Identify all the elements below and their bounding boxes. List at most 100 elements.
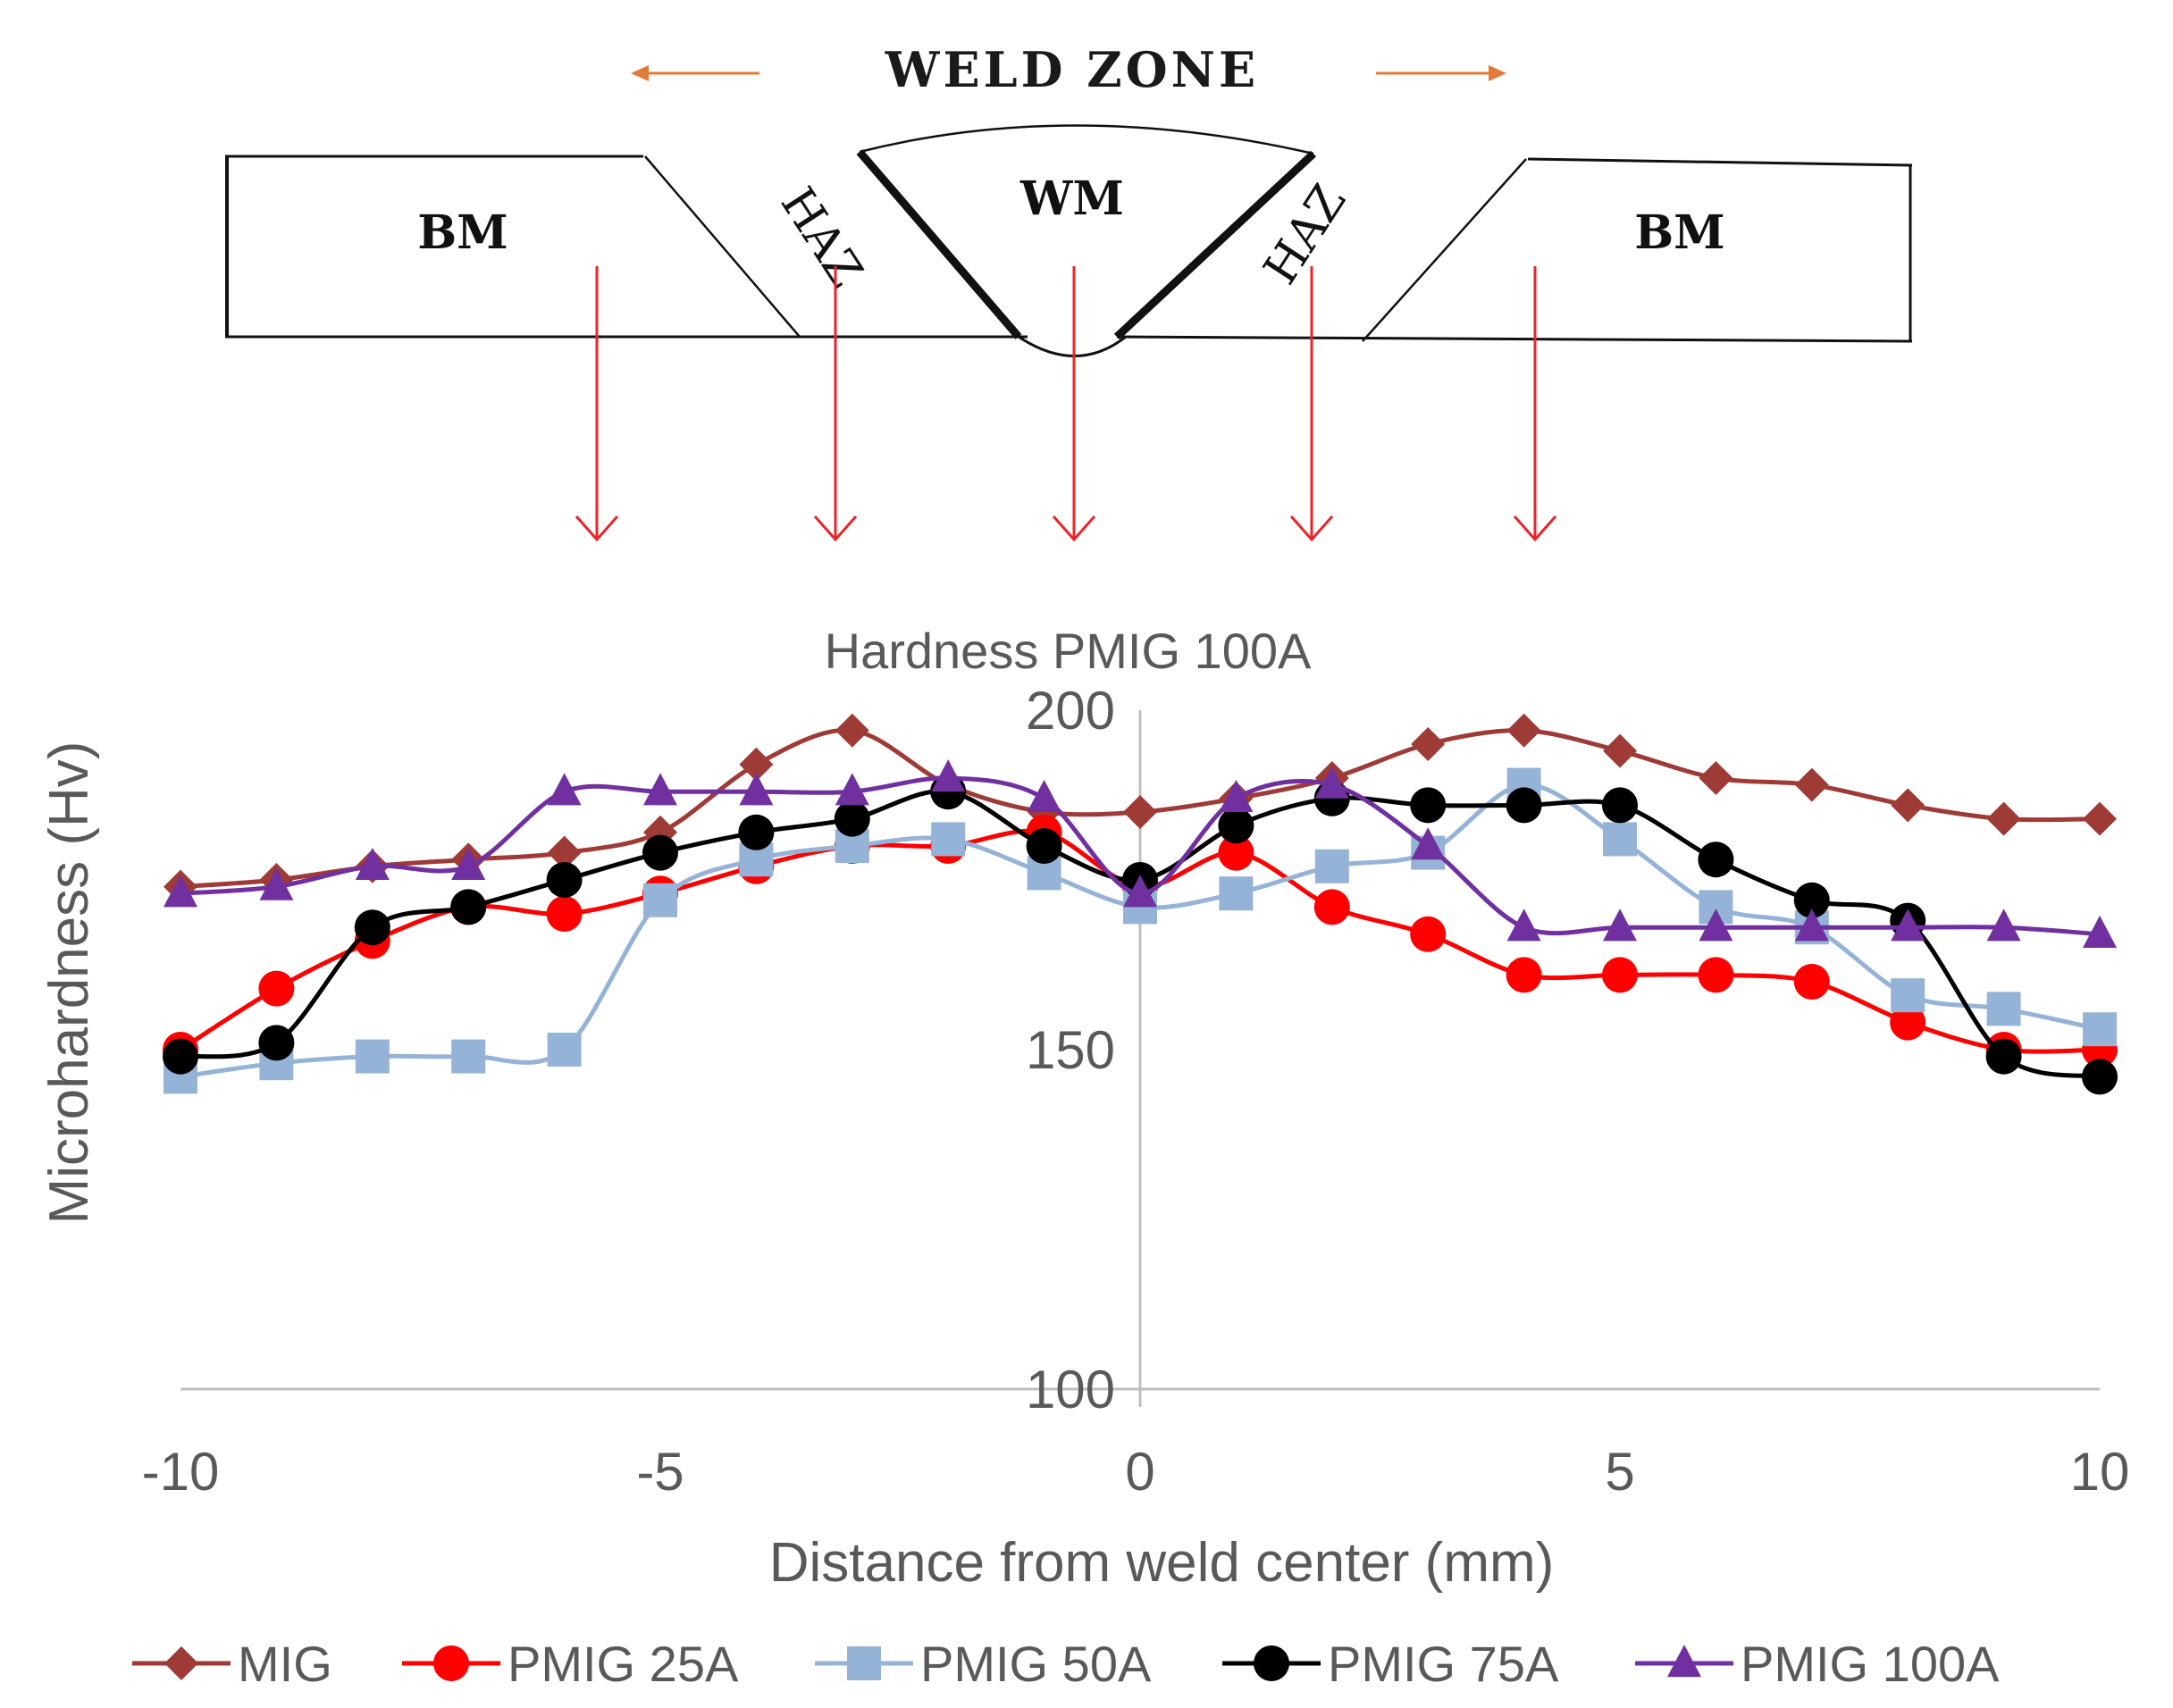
data-point: [258, 1025, 295, 1061]
data-point: [1506, 908, 1541, 942]
series-lines: [163, 713, 2118, 1095]
haz-left-label: HAZ: [770, 178, 873, 297]
data-point: [546, 862, 583, 898]
data-point: [1219, 779, 1254, 812]
legend-item: MIG: [132, 1636, 332, 1692]
data-point: [835, 713, 869, 748]
tick-labels: -10 -5 0 5 10 100 150 200: [142, 681, 2130, 1502]
data-point: [163, 1038, 198, 1075]
data-point: [258, 970, 295, 1007]
measurement-arrows: [575, 266, 1557, 542]
data-point: [738, 814, 775, 850]
data-point: [1123, 875, 1157, 908]
data-point: [1698, 841, 1734, 878]
data-point: [834, 800, 870, 837]
data-point: [1026, 828, 1062, 864]
x-tick-label: 10: [2070, 1442, 2130, 1502]
data-point: [1410, 787, 1447, 824]
data-point: [835, 773, 869, 806]
chart-title: Hardness PMIG 100A: [825, 623, 1312, 679]
data-point: [1794, 908, 1829, 942]
data-point: [547, 773, 582, 806]
data-point: [1891, 908, 1925, 942]
data-point: [546, 896, 583, 932]
data-point: [1027, 779, 1061, 812]
legend-label: PMIG 75A: [1328, 1636, 1559, 1692]
zone-arrow-left: [631, 65, 759, 81]
data-point: [643, 773, 677, 806]
data-point: [450, 889, 487, 925]
legend-item: PMIG 75A: [1222, 1636, 1559, 1692]
data-point: [1123, 795, 1157, 829]
data-point: [1794, 767, 1829, 802]
series-pmig-100a: [164, 759, 2117, 948]
arrow-bm-left: [575, 266, 619, 542]
weld-zone-label: WELD ZONE: [885, 41, 1259, 98]
data-point: [2082, 1059, 2118, 1095]
wm-label: WM: [1019, 172, 1124, 226]
data-point: [739, 747, 774, 782]
data-point: [1314, 849, 1349, 883]
data-point: [1411, 827, 1446, 860]
data-point: [1985, 1038, 2022, 1075]
y-tick-label: 150: [1026, 1020, 1115, 1080]
data-point: [1218, 834, 1254, 871]
data-point: [354, 909, 390, 946]
data-point: [1699, 761, 1733, 795]
legend-label: MIG: [238, 1636, 332, 1692]
data-point: [451, 847, 486, 880]
data-point: [1986, 908, 2021, 942]
legend-marker: [847, 1646, 881, 1680]
legend-marker: [164, 1646, 198, 1680]
data-point: [1986, 801, 2021, 836]
data-point: [1411, 727, 1446, 761]
data-point: [547, 1033, 582, 1067]
y-axis-label: Microhardness (Hv): [38, 741, 100, 1225]
arrow-haz-left: [813, 266, 858, 542]
data-point: [1986, 992, 2021, 1026]
data-point: [1890, 1004, 1926, 1041]
legend-marker: [433, 1645, 469, 1681]
y-tick-label: 200: [1026, 681, 1115, 741]
x-axis-label: Distance from weld center (mm): [769, 1532, 1555, 1594]
hardness-chart: Hardness PMIG 100A Microhardness (Hv) Di…: [38, 623, 2129, 1692]
legend-label: PMIG 100A: [1741, 1636, 2000, 1692]
data-point: [259, 867, 294, 900]
data-point: [1218, 808, 1254, 844]
arrow-haz-right: [1289, 266, 1334, 542]
data-point: [1219, 876, 1254, 911]
x-tick-label: -10: [142, 1442, 220, 1502]
data-point: [931, 759, 966, 792]
data-point: [2083, 801, 2117, 836]
data-point: [1410, 916, 1447, 952]
data-point: [355, 847, 390, 880]
arrow-bm-right: [1513, 266, 1557, 542]
data-point: [1891, 788, 1925, 823]
data-point: [1602, 957, 1638, 993]
data-point: [642, 834, 678, 871]
data-point: [739, 773, 774, 806]
data-point: [1699, 908, 1733, 942]
data-point: [1603, 733, 1637, 768]
data-point: [1313, 889, 1350, 925]
legend-marker: [1254, 1645, 1289, 1681]
bm-right-label: BM: [1634, 205, 1725, 260]
x-tick-label: 0: [1125, 1442, 1154, 1502]
data-point: [643, 883, 677, 917]
data-point: [2083, 915, 2117, 948]
data-point: [1602, 787, 1638, 824]
data-point: [1314, 766, 1349, 799]
x-tick-label: -5: [636, 1442, 684, 1502]
data-point: [1506, 713, 1541, 748]
weld-diagram: WELD ZONE BM HAZ WM HAZ BM: [225, 41, 1913, 542]
data-point: [931, 822, 966, 857]
zone-arrow-right: [1376, 65, 1506, 81]
legend: MIG PMIG 25A PMIG 50A PMIG 75A PMIG 100A: [132, 1636, 2000, 1692]
legend-label: PMIG 50A: [920, 1636, 1152, 1692]
data-point: [1793, 882, 1830, 918]
data-point: [451, 1039, 486, 1074]
data-point: [2083, 1012, 2117, 1047]
legend-item: PMIG 25A: [402, 1636, 739, 1692]
data-point: [1793, 964, 1830, 1000]
